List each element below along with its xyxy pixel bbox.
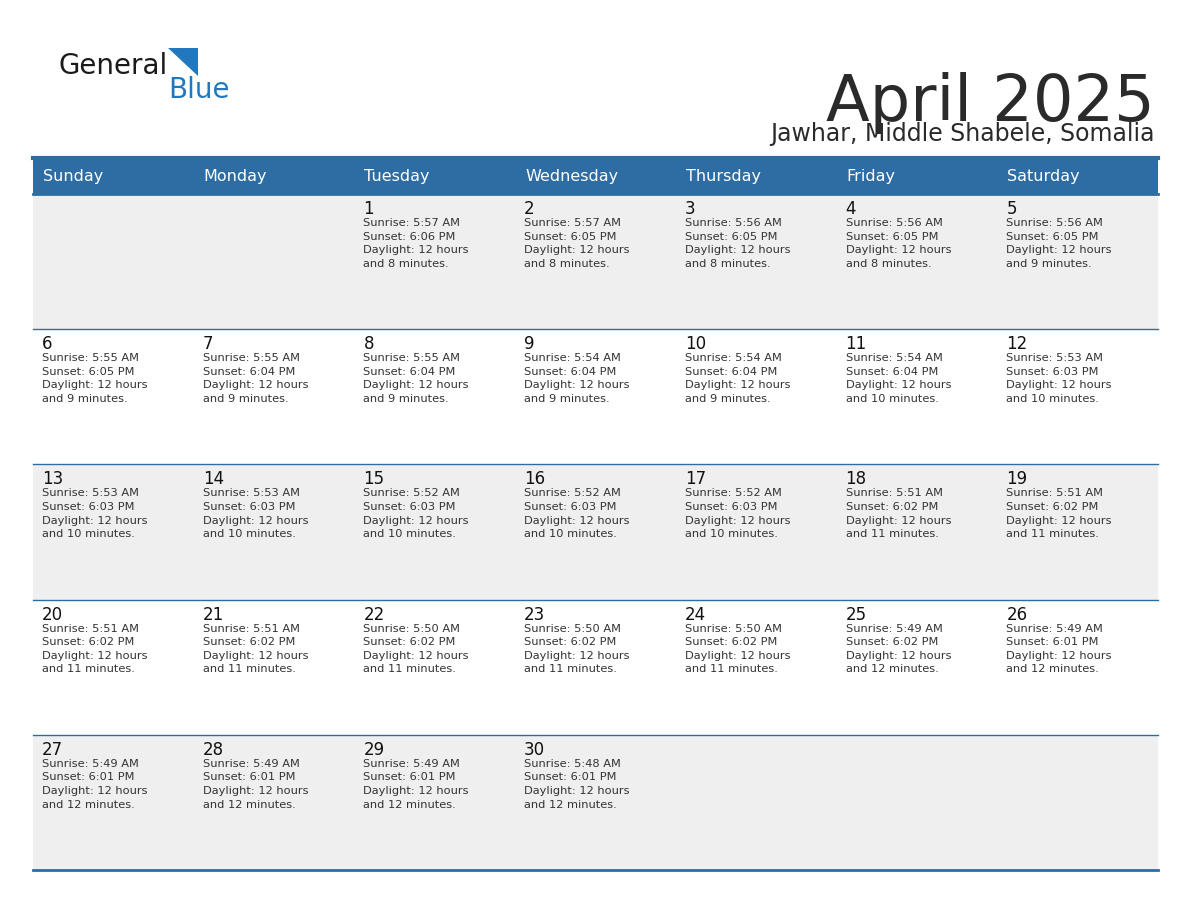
Text: 18: 18 [846, 470, 867, 488]
Text: 10: 10 [684, 335, 706, 353]
Text: 21: 21 [203, 606, 225, 623]
Text: 6: 6 [42, 335, 52, 353]
Text: 19: 19 [1006, 470, 1028, 488]
Text: 8: 8 [364, 335, 374, 353]
Text: 7: 7 [203, 335, 213, 353]
Text: Sunrise: 5:56 AM
Sunset: 6:05 PM
Daylight: 12 hours
and 8 minutes.: Sunrise: 5:56 AM Sunset: 6:05 PM Dayligh… [846, 218, 952, 269]
Text: Sunrise: 5:57 AM
Sunset: 6:06 PM
Daylight: 12 hours
and 8 minutes.: Sunrise: 5:57 AM Sunset: 6:06 PM Dayligh… [364, 218, 469, 269]
Text: 5: 5 [1006, 200, 1017, 218]
Text: 26: 26 [1006, 606, 1028, 623]
Text: 17: 17 [684, 470, 706, 488]
Text: Sunrise: 5:51 AM
Sunset: 6:02 PM
Daylight: 12 hours
and 11 minutes.: Sunrise: 5:51 AM Sunset: 6:02 PM Dayligh… [846, 488, 952, 539]
Text: Sunrise: 5:49 AM
Sunset: 6:01 PM
Daylight: 12 hours
and 12 minutes.: Sunrise: 5:49 AM Sunset: 6:01 PM Dayligh… [203, 759, 308, 810]
Text: Sunrise: 5:51 AM
Sunset: 6:02 PM
Daylight: 12 hours
and 11 minutes.: Sunrise: 5:51 AM Sunset: 6:02 PM Dayligh… [203, 623, 308, 675]
Text: April 2025: April 2025 [826, 72, 1155, 134]
Text: 22: 22 [364, 606, 385, 623]
Text: Sunday: Sunday [43, 169, 103, 184]
Text: Sunrise: 5:54 AM
Sunset: 6:04 PM
Daylight: 12 hours
and 9 minutes.: Sunrise: 5:54 AM Sunset: 6:04 PM Dayligh… [684, 353, 790, 404]
Text: Sunrise: 5:55 AM
Sunset: 6:04 PM
Daylight: 12 hours
and 9 minutes.: Sunrise: 5:55 AM Sunset: 6:04 PM Dayligh… [203, 353, 308, 404]
Text: Tuesday: Tuesday [365, 169, 430, 184]
Text: Sunrise: 5:56 AM
Sunset: 6:05 PM
Daylight: 12 hours
and 8 minutes.: Sunrise: 5:56 AM Sunset: 6:05 PM Dayligh… [684, 218, 790, 269]
Text: Saturday: Saturday [1007, 169, 1080, 184]
Text: Monday: Monday [203, 169, 267, 184]
Text: 16: 16 [524, 470, 545, 488]
Text: Sunrise: 5:50 AM
Sunset: 6:02 PM
Daylight: 12 hours
and 11 minutes.: Sunrise: 5:50 AM Sunset: 6:02 PM Dayligh… [524, 623, 630, 675]
Text: Sunrise: 5:53 AM
Sunset: 6:03 PM
Daylight: 12 hours
and 10 minutes.: Sunrise: 5:53 AM Sunset: 6:03 PM Dayligh… [42, 488, 147, 539]
Bar [33, 465, 1158, 599]
Text: Sunrise: 5:52 AM
Sunset: 6:03 PM
Daylight: 12 hours
and 10 minutes.: Sunrise: 5:52 AM Sunset: 6:03 PM Dayligh… [684, 488, 790, 539]
Bar [33, 158, 1158, 194]
Text: Sunrise: 5:53 AM
Sunset: 6:03 PM
Daylight: 12 hours
and 10 minutes.: Sunrise: 5:53 AM Sunset: 6:03 PM Dayligh… [203, 488, 308, 539]
Bar [33, 734, 1158, 870]
Bar [33, 599, 1158, 734]
Text: 13: 13 [42, 470, 63, 488]
Text: 3: 3 [684, 200, 695, 218]
Text: Sunrise: 5:49 AM
Sunset: 6:01 PM
Daylight: 12 hours
and 12 minutes.: Sunrise: 5:49 AM Sunset: 6:01 PM Dayligh… [42, 759, 147, 810]
Text: 4: 4 [846, 200, 857, 218]
Text: Sunrise: 5:49 AM
Sunset: 6:01 PM
Daylight: 12 hours
and 12 minutes.: Sunrise: 5:49 AM Sunset: 6:01 PM Dayligh… [1006, 623, 1112, 675]
Bar [33, 330, 1158, 465]
Text: Sunrise: 5:49 AM
Sunset: 6:01 PM
Daylight: 12 hours
and 12 minutes.: Sunrise: 5:49 AM Sunset: 6:01 PM Dayligh… [364, 759, 469, 810]
Text: Sunrise: 5:54 AM
Sunset: 6:04 PM
Daylight: 12 hours
and 10 minutes.: Sunrise: 5:54 AM Sunset: 6:04 PM Dayligh… [846, 353, 952, 404]
Text: Sunrise: 5:55 AM
Sunset: 6:04 PM
Daylight: 12 hours
and 9 minutes.: Sunrise: 5:55 AM Sunset: 6:04 PM Dayligh… [364, 353, 469, 404]
Text: 29: 29 [364, 741, 385, 759]
Text: 11: 11 [846, 335, 867, 353]
Text: Sunrise: 5:57 AM
Sunset: 6:05 PM
Daylight: 12 hours
and 8 minutes.: Sunrise: 5:57 AM Sunset: 6:05 PM Dayligh… [524, 218, 630, 269]
Text: General: General [58, 52, 168, 80]
Text: Sunrise: 5:52 AM
Sunset: 6:03 PM
Daylight: 12 hours
and 10 minutes.: Sunrise: 5:52 AM Sunset: 6:03 PM Dayligh… [364, 488, 469, 539]
Text: Sunrise: 5:56 AM
Sunset: 6:05 PM
Daylight: 12 hours
and 9 minutes.: Sunrise: 5:56 AM Sunset: 6:05 PM Dayligh… [1006, 218, 1112, 269]
Text: Friday: Friday [847, 169, 896, 184]
Text: Sunrise: 5:52 AM
Sunset: 6:03 PM
Daylight: 12 hours
and 10 minutes.: Sunrise: 5:52 AM Sunset: 6:03 PM Dayligh… [524, 488, 630, 539]
Text: 9: 9 [524, 335, 535, 353]
Text: 1: 1 [364, 200, 374, 218]
Text: Blue: Blue [168, 76, 229, 104]
Text: 30: 30 [524, 741, 545, 759]
Text: 20: 20 [42, 606, 63, 623]
Text: Jawhar, Middle Shabele, Somalia: Jawhar, Middle Shabele, Somalia [771, 122, 1155, 146]
Polygon shape [168, 48, 198, 76]
Text: Sunrise: 5:48 AM
Sunset: 6:01 PM
Daylight: 12 hours
and 12 minutes.: Sunrise: 5:48 AM Sunset: 6:01 PM Dayligh… [524, 759, 630, 810]
Bar [33, 194, 1158, 330]
Text: 12: 12 [1006, 335, 1028, 353]
Text: Sunrise: 5:51 AM
Sunset: 6:02 PM
Daylight: 12 hours
and 11 minutes.: Sunrise: 5:51 AM Sunset: 6:02 PM Dayligh… [1006, 488, 1112, 539]
Text: 14: 14 [203, 470, 223, 488]
Text: Sunrise: 5:55 AM
Sunset: 6:05 PM
Daylight: 12 hours
and 9 minutes.: Sunrise: 5:55 AM Sunset: 6:05 PM Dayligh… [42, 353, 147, 404]
Text: Wednesday: Wednesday [525, 169, 618, 184]
Text: Sunrise: 5:50 AM
Sunset: 6:02 PM
Daylight: 12 hours
and 11 minutes.: Sunrise: 5:50 AM Sunset: 6:02 PM Dayligh… [684, 623, 790, 675]
Text: Sunrise: 5:50 AM
Sunset: 6:02 PM
Daylight: 12 hours
and 11 minutes.: Sunrise: 5:50 AM Sunset: 6:02 PM Dayligh… [364, 623, 469, 675]
Text: 15: 15 [364, 470, 385, 488]
Text: 24: 24 [684, 606, 706, 623]
Text: Sunrise: 5:53 AM
Sunset: 6:03 PM
Daylight: 12 hours
and 10 minutes.: Sunrise: 5:53 AM Sunset: 6:03 PM Dayligh… [1006, 353, 1112, 404]
Text: 2: 2 [524, 200, 535, 218]
Text: 27: 27 [42, 741, 63, 759]
Text: Sunrise: 5:51 AM
Sunset: 6:02 PM
Daylight: 12 hours
and 11 minutes.: Sunrise: 5:51 AM Sunset: 6:02 PM Dayligh… [42, 623, 147, 675]
Text: 23: 23 [524, 606, 545, 623]
Text: Thursday: Thursday [685, 169, 760, 184]
Text: 28: 28 [203, 741, 223, 759]
Text: 25: 25 [846, 606, 867, 623]
Text: Sunrise: 5:54 AM
Sunset: 6:04 PM
Daylight: 12 hours
and 9 minutes.: Sunrise: 5:54 AM Sunset: 6:04 PM Dayligh… [524, 353, 630, 404]
Text: Sunrise: 5:49 AM
Sunset: 6:02 PM
Daylight: 12 hours
and 12 minutes.: Sunrise: 5:49 AM Sunset: 6:02 PM Dayligh… [846, 623, 952, 675]
